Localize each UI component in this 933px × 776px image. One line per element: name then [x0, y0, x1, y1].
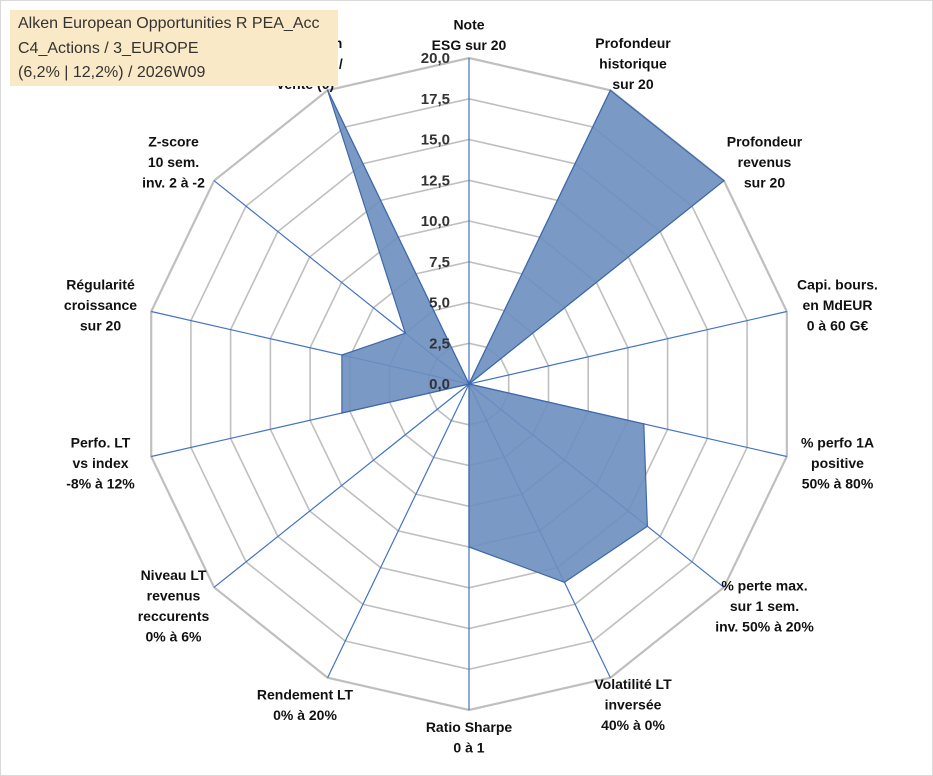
- axis-label-line: ESG sur 20: [432, 37, 507, 53]
- axis-label-line: Rendement LT: [257, 687, 354, 703]
- axis-label-line: 10 sem.: [148, 154, 199, 170]
- axis-label-line: 0% à 6%: [145, 629, 202, 645]
- axis-label-line: % perte max.: [721, 578, 807, 594]
- tick-label: 20,0: [421, 50, 450, 67]
- axis-label-line: revenus: [738, 154, 792, 170]
- axis-label-line: vs index: [72, 455, 128, 471]
- axis-label-line: Ratio Sharpe: [426, 719, 513, 735]
- axis-label-line: sur 20: [744, 175, 785, 191]
- axis-spoke: [213, 383, 470, 588]
- data-point: [341, 412, 343, 414]
- axis-label-line: 40% à 0%: [601, 717, 665, 733]
- data-point: [723, 179, 725, 182]
- tick-label: 7,5: [429, 254, 450, 271]
- tick-label: 5,0: [429, 295, 450, 312]
- axis-label: Z-score 10 sem. inv. 2 à -2: [142, 134, 205, 191]
- axis-label: Note ESG sur 20: [432, 17, 507, 54]
- axis-label-line: reccurents: [138, 608, 210, 624]
- axis-label-line: -8% à 12%: [66, 476, 135, 492]
- tick-label: 12,5: [421, 172, 450, 189]
- tick-label: 10,0: [421, 213, 450, 230]
- fund-info-box: Alken European Opportunities R PEA_Acc C…: [10, 10, 338, 86]
- axis-label-line: Régularité: [66, 276, 135, 292]
- axis-label-line: 0 à 1: [453, 740, 484, 756]
- axis-label-line: inv. 2 à -2: [142, 175, 205, 191]
- axis-spoke: [327, 383, 470, 678]
- tick-label: 15,0: [421, 132, 450, 149]
- axis-label-line: sur 20: [80, 317, 121, 333]
- axis-label: Niveau LT revenus reccurents 0% à 6%: [138, 567, 210, 645]
- axis-label-line: croissance: [64, 297, 137, 313]
- data-point: [646, 525, 649, 528]
- axis-label-line: Capi. bours.: [797, 276, 878, 292]
- axis-label-line: Volatilité LT: [594, 676, 672, 692]
- axis-label: Régularité croissance sur 20: [64, 276, 137, 333]
- axis-label-line: revenus: [147, 588, 201, 604]
- data-point: [326, 89, 329, 92]
- series-area: [327, 89, 725, 583]
- fund-name: Alken European Opportunities R PEA_Acc: [18, 15, 320, 32]
- axis-label-line: inv. 50% à 20%: [715, 619, 814, 635]
- data-point: [468, 383, 470, 385]
- axis-label-line: Perfo. LT: [71, 435, 131, 451]
- axis-label-line: % perfo 1A: [801, 435, 874, 451]
- axis-label-line: 50% à 80%: [802, 476, 874, 492]
- axis-label-line: historique: [599, 55, 667, 71]
- axis-label: Profondeur revenus sur 20: [727, 134, 803, 191]
- fund-category: C4_Actions / 3_EUROPE: [18, 40, 199, 57]
- axis-label-line: Z-score: [148, 134, 199, 150]
- axis-label-line: sur 20: [612, 76, 653, 92]
- axis-label: Profondeur historique sur 20: [595, 35, 671, 92]
- axis-label: % perte max. sur 1 sem. inv. 50% à 20%: [715, 578, 814, 635]
- axis-label-line: positive: [811, 455, 864, 471]
- axis-label-line: sur 1 sem.: [730, 598, 799, 614]
- radial-tick-labels: 0,0 2,5 5,0 7,5 10,0 12,5 15,0 17,5 20,0: [421, 50, 450, 393]
- axis-label-line: Profondeur: [595, 35, 671, 51]
- axis-label-line: Note: [453, 17, 484, 33]
- data-point: [643, 423, 645, 425]
- data-point: [563, 581, 566, 584]
- data-point: [609, 89, 612, 92]
- fund-performance-week: (6,2% | 12,2%) / 2026W09: [18, 64, 206, 81]
- axis-label-line: 0% à 20%: [273, 707, 337, 723]
- tick-label: 17,5: [421, 91, 450, 108]
- tick-label: 0,0: [429, 376, 450, 393]
- axis-label: Capi. bours. en MdEUR 0 à 60 G€: [797, 276, 878, 333]
- axis-label: Volatilité LT inversée 40% à 0%: [594, 676, 672, 733]
- axis-label: Ratio Sharpe 0 à 1: [426, 719, 513, 756]
- radar-series: [326, 89, 725, 584]
- axis-label: Perfo. LT vs index -8% à 12%: [66, 435, 135, 492]
- axis-label-line: Profondeur: [727, 134, 803, 150]
- axis-label-line: 0 à 60 G€: [807, 317, 869, 333]
- axis-label: % perfo 1A positive 50% à 80%: [801, 435, 874, 492]
- axis-labels: Note ESG sur 20 Profondeur historique sur 20…: [64, 17, 878, 756]
- axis-label: Rendement LT 0% à 20%: [257, 687, 354, 724]
- data-point: [404, 332, 407, 335]
- axis-spoke: [468, 310, 787, 385]
- axis-label-line: inversée: [605, 697, 662, 713]
- axis-label-line: en MdEUR: [803, 297, 873, 313]
- axis-label-line: Niveau LT: [141, 567, 207, 583]
- tick-label: 2,5: [429, 335, 450, 352]
- data-point: [468, 546, 470, 548]
- data-point: [341, 354, 343, 356]
